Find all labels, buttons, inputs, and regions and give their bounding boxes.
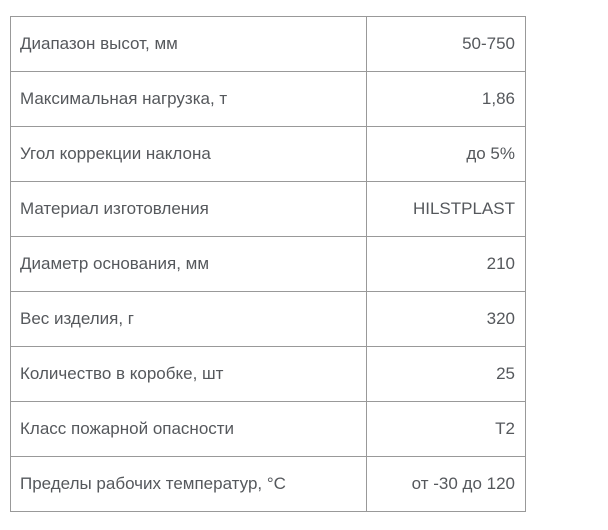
spec-value-cell: 1,86 [366,71,526,127]
spec-value-cell: 210 [366,236,526,292]
spec-table: Диапазон высот, мм 50-750 Максимальная н… [10,16,526,512]
spec-label-cell: Вес изделия, г [10,291,367,347]
spec-value-cell: от -30 до 120 [366,456,526,512]
spec-value-cell: Т2 [366,401,526,457]
table-row: Класс пожарной опасности Т2 [10,401,526,457]
spec-label-cell: Угол коррекции наклона [10,126,367,182]
spec-value-cell: 25 [366,346,526,402]
spec-label-cell: Максимальная нагрузка, т [10,71,367,127]
spec-table-body: Диапазон высот, мм 50-750 Максимальная н… [10,16,526,512]
spec-label-cell: Пределы рабочих температур, °С [10,456,367,512]
table-row: Материал изготовления HILSTPLAST [10,181,526,237]
table-row: Пределы рабочих температур, °С от -30 до… [10,456,526,512]
table-row: Диапазон высот, мм 50-750 [10,16,526,72]
spec-value-cell: 320 [366,291,526,347]
spec-value-cell: HILSTPLAST [366,181,526,237]
spec-label-cell: Класс пожарной опасности [10,401,367,457]
table-row: Угол коррекции наклона до 5% [10,126,526,182]
spec-label-cell: Диаметр основания, мм [10,236,367,292]
table-row: Диаметр основания, мм 210 [10,236,526,292]
table-row: Максимальная нагрузка, т 1,86 [10,71,526,127]
spec-label-cell: Диапазон высот, мм [10,16,367,72]
spec-label-cell: Количество в коробке, шт [10,346,367,402]
table-row: Вес изделия, г 320 [10,291,526,347]
spec-value-cell: до 5% [366,126,526,182]
spec-label-cell: Материал изготовления [10,181,367,237]
table-row: Количество в коробке, шт 25 [10,346,526,402]
spec-value-cell: 50-750 [366,16,526,72]
